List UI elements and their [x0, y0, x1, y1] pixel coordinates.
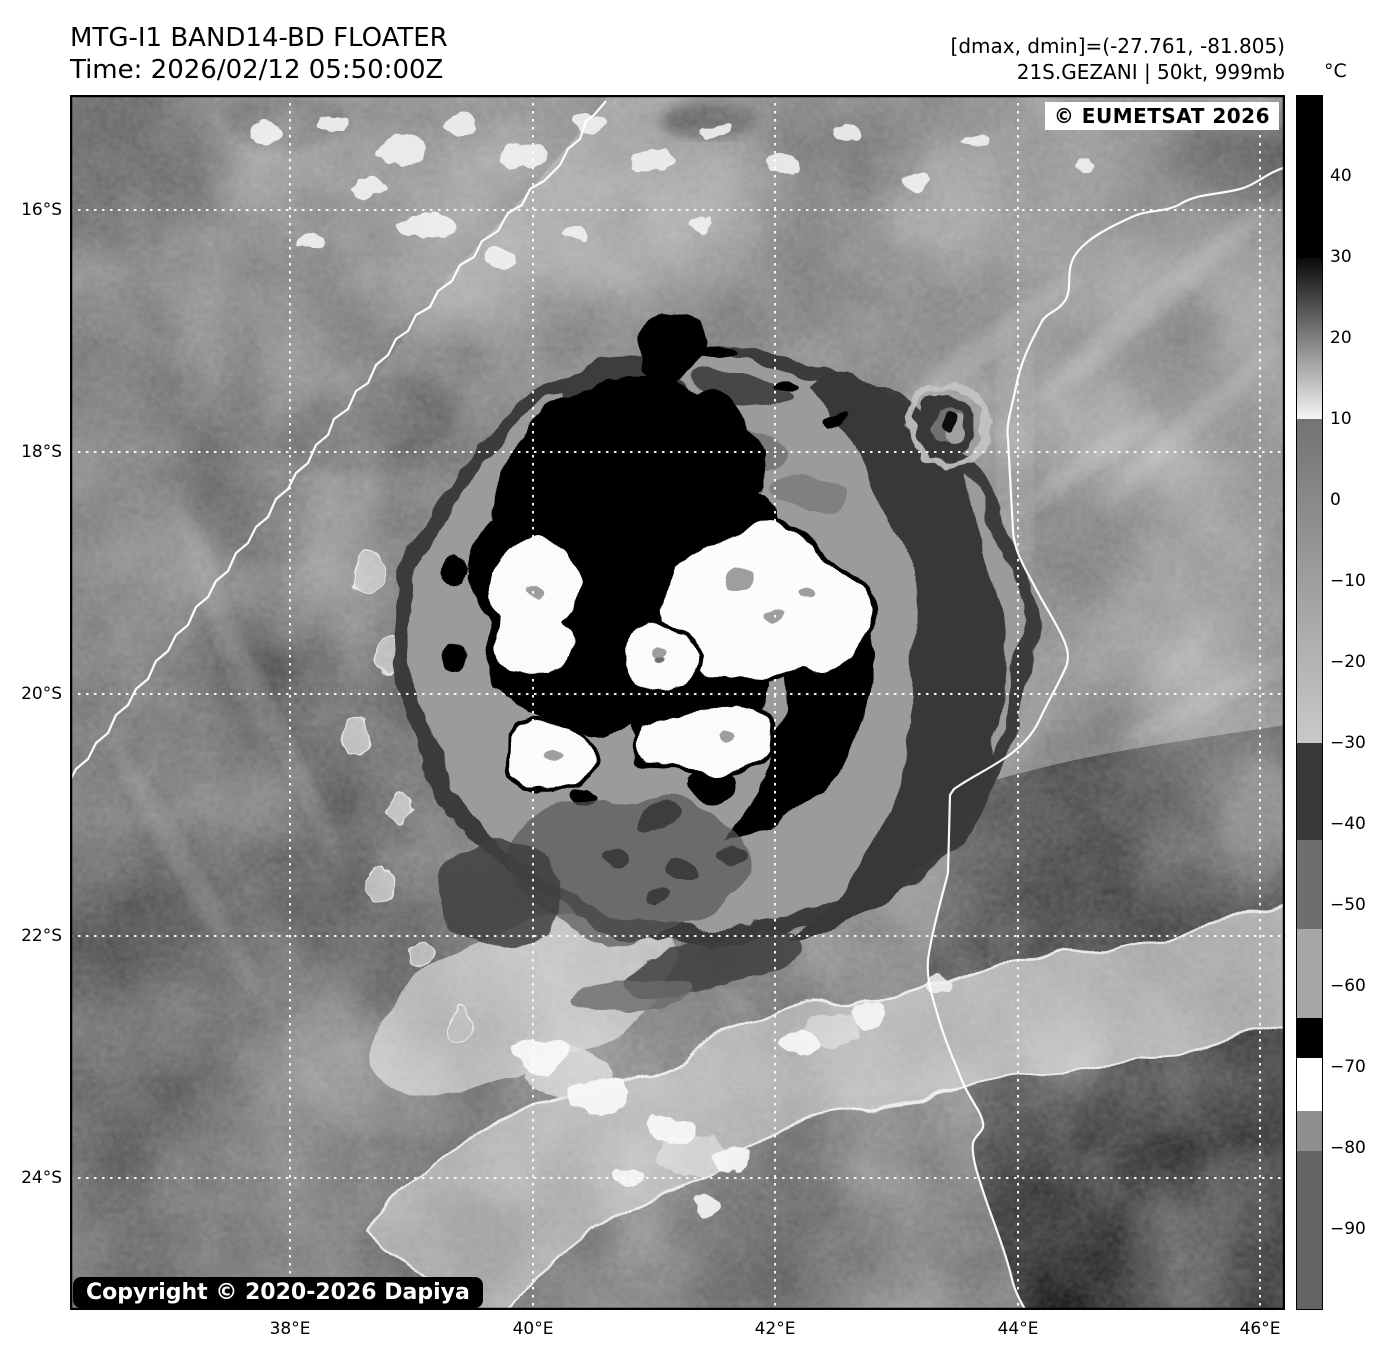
lon-label-42e: 42°E [754, 1319, 796, 1339]
cb-tick: −30 [1330, 733, 1366, 753]
cb-tick: −80 [1330, 1138, 1366, 1158]
cb-tick: 10 [1330, 409, 1352, 429]
header-right: [dmax, dmin]=(-27.761, -81.805) 21S.GEZA… [951, 33, 1285, 85]
lat-label-18s: 18°S [21, 442, 62, 462]
lon-label-44e: 44°E [997, 1319, 1039, 1339]
range-info: [dmax, dmin]=(-27.761, -81.805) [950, 34, 1285, 58]
south-core-fragments [440, 795, 799, 1015]
cb-tick: 30 [1330, 247, 1352, 267]
cb-tick: −20 [1330, 652, 1366, 672]
cb-tick: 20 [1330, 328, 1352, 348]
lat-label-24s: 24°S [21, 1168, 62, 1188]
lon-label-38e: 38°E [269, 1319, 311, 1339]
colorbar-segment [1297, 1058, 1322, 1111]
satellite-image-panel: © EUMETSAT 2026 Copyright © 2020-2026 Da… [70, 95, 1285, 1310]
cb-tick: 0 [1330, 490, 1341, 510]
storm-info: 21S.GEZANI | 50kt, 999mb [1016, 60, 1285, 84]
lon-label-40e: 40°E [512, 1319, 554, 1339]
cb-tick: 40 [1330, 166, 1352, 186]
colorbar-gradient [1296, 95, 1323, 1310]
cb-tick: −70 [1330, 1057, 1366, 1077]
lat-label-20s: 20°S [21, 684, 62, 704]
colorbar-segment [1297, 742, 1322, 840]
colorbar-segment [1297, 928, 1322, 1018]
cb-tick: −40 [1330, 814, 1366, 834]
colorbar-segment [1297, 1110, 1322, 1152]
map-border [70, 95, 1285, 1310]
satellite-scene [70, 95, 1285, 1310]
page-title: MTG-I1 BAND14-BD FLOATER [70, 23, 448, 53]
lat-label-22s: 22°S [21, 926, 62, 946]
coldest-tops-white [484, 527, 874, 793]
coastline-mozambique [70, 100, 607, 784]
timestamp: Time: 2026/02/12 05:50:00Z [70, 55, 444, 85]
lat-label-16s: 16°S [21, 200, 62, 220]
colorbar-segment [1297, 839, 1322, 929]
lon-label-46e: 46°E [1239, 1319, 1281, 1339]
coastlines [70, 100, 1285, 1310]
coastline-madagascar [926, 166, 1285, 1310]
cb-tick: −10 [1330, 571, 1366, 591]
mesovortex [904, 381, 992, 469]
cb-tick: −90 [1330, 1219, 1366, 1239]
cb-tick: −50 [1330, 895, 1366, 915]
graticule [70, 95, 1285, 1310]
colorbar-segment [1297, 96, 1322, 258]
colorbar-segment [1297, 419, 1322, 743]
colorbar-segment [1297, 257, 1322, 420]
colorbar-segment [1297, 1151, 1322, 1309]
eumetsat-watermark: © EUMETSAT 2026 [1044, 102, 1279, 130]
cb-tick: −60 [1330, 976, 1366, 996]
colorbar-unit-label: °C [1324, 60, 1347, 82]
copyright-badge: Copyright © 2020-2026 Dapiya [73, 1277, 483, 1308]
colorbar-segment [1297, 1017, 1322, 1059]
